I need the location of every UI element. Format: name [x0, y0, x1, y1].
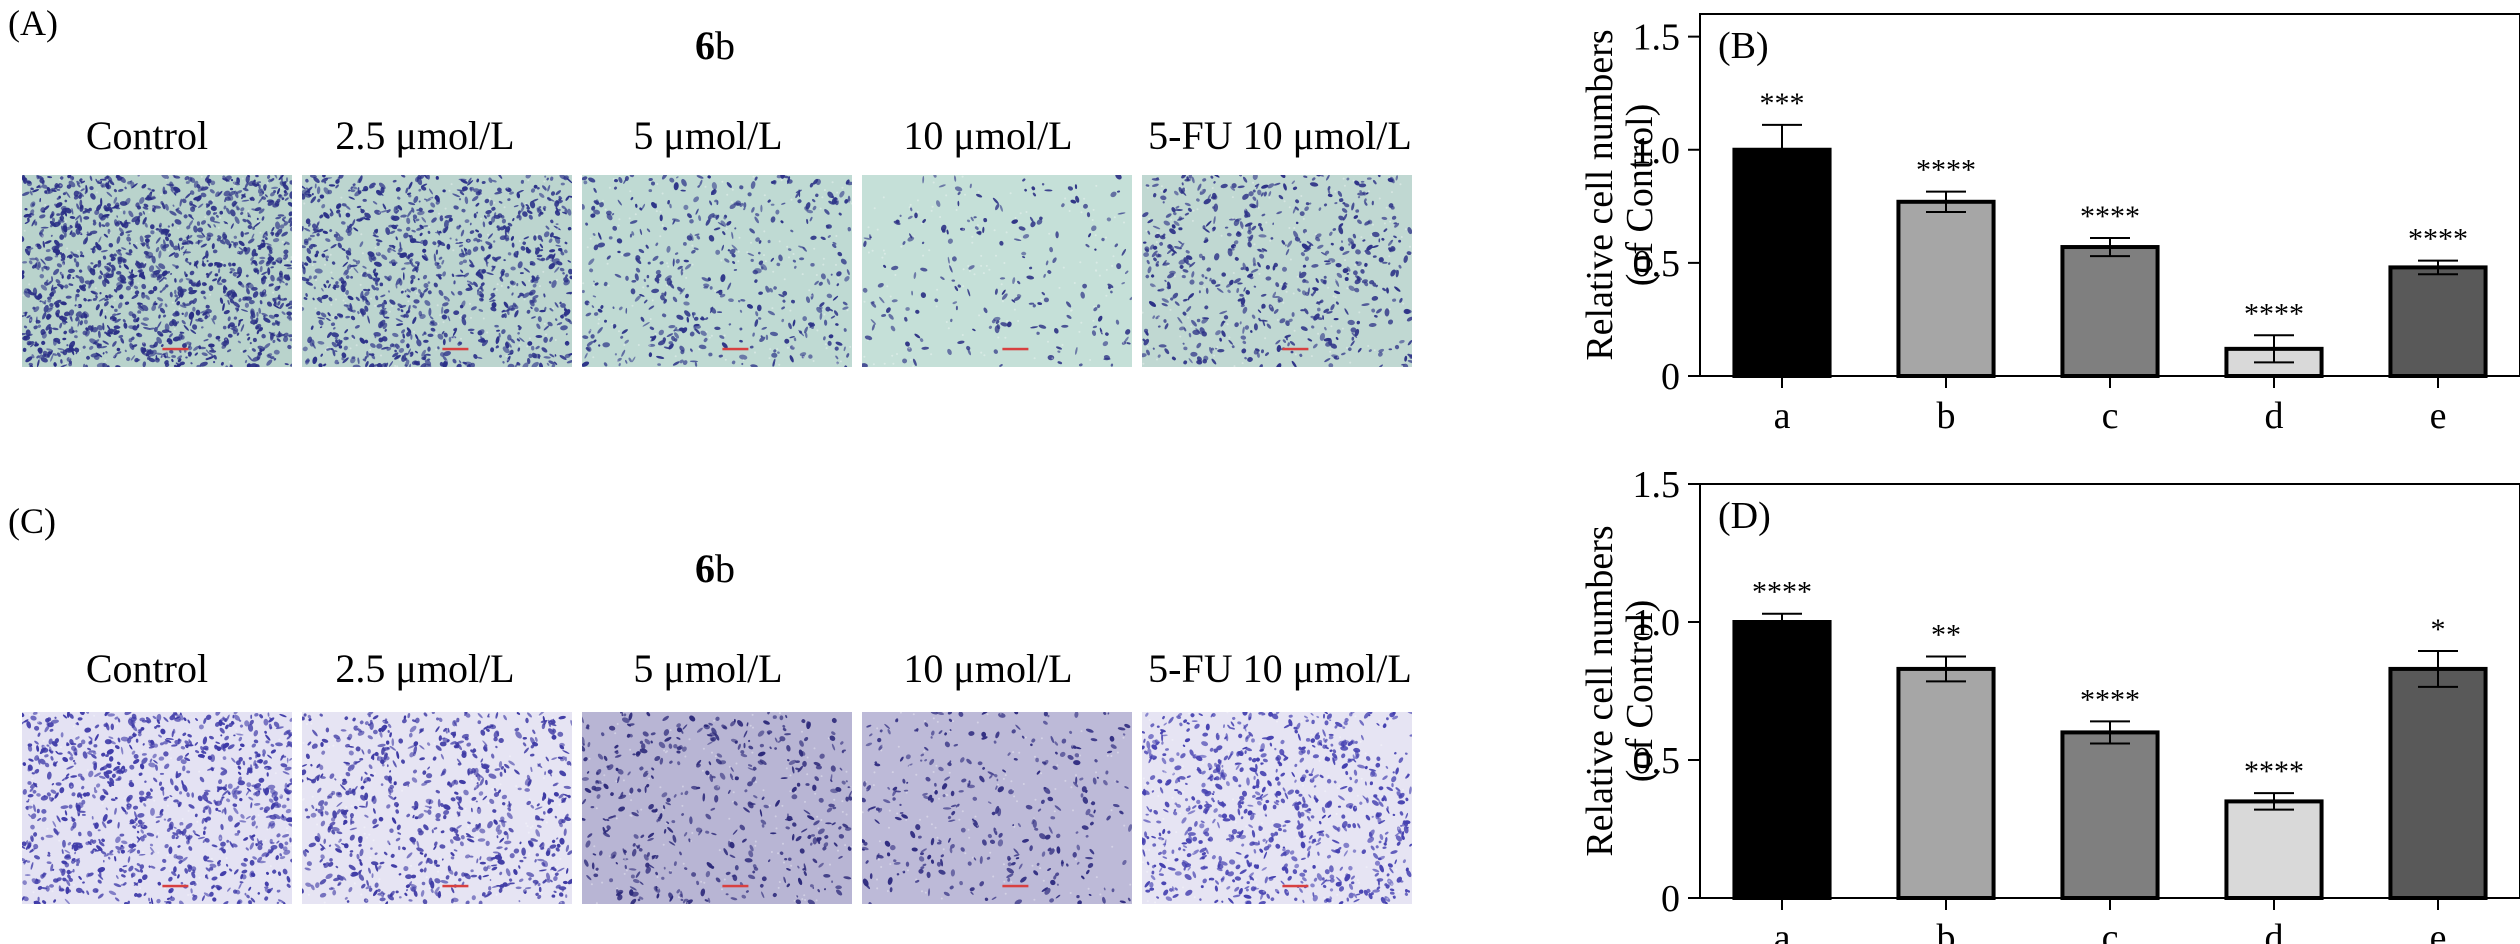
micrograph-a-5fu: [1142, 175, 1412, 367]
y-axis-label-line1: Relative cell numbers: [1579, 29, 1621, 360]
bar-c: [2060, 730, 2160, 900]
y-tick-label: 0.5: [1633, 243, 1681, 285]
micrograph-a-2-5: [302, 175, 572, 367]
label-c-5fu: 5-FU 10 μmol/L: [1148, 646, 1412, 691]
chart-d: (D) 0 0.5 1.0 1.5 Relative cell numbers(of Co…: [1579, 470, 2520, 944]
x-tick-label-c: c: [2102, 395, 2119, 437]
y-tick-label: 0: [1661, 878, 1680, 920]
micrograph-a-5: [582, 175, 852, 367]
bar-a: [1732, 147, 1832, 378]
bar-b: [1896, 199, 1996, 378]
label-c-5: 5 μmol/L: [633, 646, 783, 691]
significance-d: ****: [2244, 297, 2304, 330]
scale-bar: [722, 347, 749, 351]
y-axis-label-line2: (of Control): [1619, 104, 1661, 287]
bar-d: [2224, 799, 2324, 900]
chart-b: (B) 0 0.5 1.0 1.5 Relative cell numbers(of Co…: [1579, 13, 2520, 437]
x-tick-label-d: d: [2265, 917, 2284, 944]
significance-b: **: [1931, 619, 1961, 652]
x-tick-label-b: b: [1937, 395, 1956, 437]
scale-bar: [722, 884, 749, 888]
micrograph-c-5fu: [1142, 712, 1412, 904]
label-a-5: 5 μmol/L: [633, 113, 783, 158]
panel-a-title-bold: 6: [695, 23, 715, 68]
y-tick-label: 0.5: [1633, 740, 1681, 782]
significance-e: ****: [2408, 223, 2468, 256]
x-tick-label-b: b: [1937, 917, 1956, 944]
micrograph-c-control: [22, 712, 292, 904]
bar-b: [1896, 666, 1996, 900]
micrograph-a-10: [862, 175, 1132, 367]
scale-bar: [1282, 884, 1309, 888]
scale-bar: [442, 347, 469, 351]
scale-bar: [1002, 347, 1029, 351]
x-tick-label-a: a: [1774, 395, 1791, 437]
x-tick-label-e: e: [2430, 917, 2447, 944]
micrograph-c-2-5: [302, 712, 572, 904]
significance-c: ****: [2080, 683, 2140, 716]
y-axis-label-line2: (of Control): [1619, 600, 1661, 783]
scale-bar: [1002, 884, 1029, 888]
x-tick-label-c: c: [2102, 917, 2119, 944]
label-a-10: 10 μmol/L: [903, 113, 1073, 158]
bar-c: [2060, 245, 2160, 378]
scale-bar: [162, 884, 189, 888]
panel-label: (B): [1718, 25, 1769, 67]
label-a-2-5: 2.5 μmol/L: [335, 113, 515, 158]
micrograph-a-control: [22, 175, 292, 367]
significance-e: *: [2431, 613, 2446, 646]
label-c-10: 10 μmol/L: [903, 646, 1073, 691]
significance-c: ****: [2080, 200, 2140, 233]
y-tick-label: 0: [1661, 356, 1680, 398]
y-tick-label: 1.5: [1633, 470, 1681, 506]
label-c-control: Control: [85, 646, 209, 691]
significance-a: ****: [1752, 576, 1812, 609]
bar-e: [2388, 666, 2488, 900]
x-tick-label-e: e: [2430, 395, 2447, 437]
x-tick-label-a: a: [1774, 917, 1791, 944]
significance-d: ****: [2244, 755, 2304, 788]
panel-c-title-rest: b: [715, 546, 735, 591]
panel-a-title-rest: b: [715, 23, 735, 68]
significance-a: ***: [1760, 87, 1805, 120]
y-tick-label: 1.0: [1633, 602, 1681, 644]
y-tick-label: 1.0: [1633, 130, 1681, 172]
panel-a-letter: (A): [8, 3, 58, 43]
y-axis-label-line1: Relative cell numbers: [1579, 525, 1621, 856]
scale-bar: [1282, 347, 1309, 351]
panel-c-title: 6b: [695, 545, 735, 592]
label-c-2-5: 2.5 μmol/L: [335, 646, 515, 691]
panel-c-title-bold: 6: [695, 546, 715, 591]
significance-b: ****: [1916, 154, 1976, 187]
panel-a-title: 6b: [695, 22, 735, 69]
micrograph-c-5: [582, 712, 852, 904]
panel-label: (D): [1718, 495, 1771, 537]
x-tick-label-d: d: [2265, 395, 2284, 437]
bar-e: [2388, 265, 2488, 378]
micrograph-c-10: [862, 712, 1132, 904]
scale-bar: [442, 884, 469, 888]
bar-a: [1732, 620, 1832, 900]
y-tick-label: 1.5: [1633, 17, 1681, 59]
label-a-5fu: 5-FU 10 μmol/L: [1148, 113, 1412, 158]
label-a-control: Control: [85, 113, 209, 158]
scale-bar: [162, 347, 189, 351]
panel-c-letter: (C): [8, 501, 56, 541]
